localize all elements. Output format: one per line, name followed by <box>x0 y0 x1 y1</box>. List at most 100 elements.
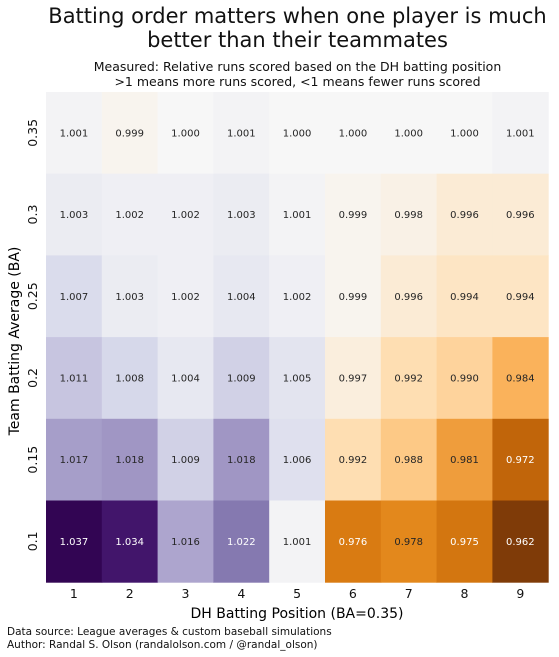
heatmap-cell-label: 1.016 <box>171 537 200 548</box>
heatmap-cell-label: 1.018 <box>115 455 144 466</box>
heatmap-cell-label: 1.005 <box>283 373 312 384</box>
heatmap-cell <box>157 92 214 175</box>
author-note: Author: Randal S. Olson (randalolson.com… <box>7 639 318 651</box>
x-axis-ticks: 1 2 3 4 5 6 7 8 9 <box>70 586 524 601</box>
heatmap-cell-label: 1.000 <box>394 128 423 139</box>
y-tick-label: 0.2 <box>25 368 40 388</box>
heatmap-cell-label: 1.000 <box>171 128 200 139</box>
heatmap-cell <box>46 173 103 256</box>
heatmap-cell <box>213 255 270 338</box>
heatmap-cell <box>436 500 493 583</box>
heatmap-cell-label: 1.009 <box>227 373 256 384</box>
heatmap-cell <box>269 500 326 583</box>
heatmap-cell-label: 0.988 <box>394 455 423 466</box>
heatmap-cell-label: 1.001 <box>283 210 312 221</box>
heatmap-cell-label: 1.007 <box>60 292 89 303</box>
heatmap-cell-label: 1.018 <box>227 455 256 466</box>
x-tick-label: 7 <box>405 586 413 601</box>
heatmap-cell <box>101 173 159 256</box>
heatmap-cell <box>380 500 438 583</box>
heatmap-cell <box>157 418 214 501</box>
heatmap-cell <box>269 173 326 256</box>
heatmap-cell <box>269 418 326 501</box>
x-tick-label: 8 <box>461 586 469 601</box>
heatmap-cell-label: 1.002 <box>171 210 200 221</box>
x-tick-label: 2 <box>126 586 134 601</box>
y-tick-label: 0.25 <box>25 282 40 310</box>
heatmap-cell-label: 1.003 <box>227 210 256 221</box>
heatmap-cell <box>213 337 270 420</box>
heatmap-cell <box>325 173 382 256</box>
heatmap-cell <box>436 92 493 175</box>
heatmap-cell-label: 0.976 <box>339 537 368 548</box>
heatmap-cell <box>213 418 270 501</box>
x-tick-label: 1 <box>70 586 78 601</box>
chart-title: Batting order matters when one player is… <box>0 4 559 52</box>
heatmap-cell-label: 1.001 <box>283 537 312 548</box>
heatmap-cell-label: 0.992 <box>339 455 368 466</box>
heatmap-cell-label: 1.004 <box>171 373 200 384</box>
y-tick-label: 0.35 <box>25 119 40 147</box>
heatmap-cell-label: 0.975 <box>450 537 479 548</box>
heatmap-cell <box>101 92 159 175</box>
chart-subtitle-line-2: >1 means more runs scored, <1 means fewe… <box>114 74 481 89</box>
heatmap-cell-label: 1.011 <box>60 373 89 384</box>
heatmap-cell-label: 1.001 <box>227 128 256 139</box>
heatmap-cell <box>46 92 103 175</box>
x-tick-label: 3 <box>182 586 190 601</box>
heatmap-cell-label: 1.004 <box>227 292 256 303</box>
heatmap-cell-label: 1.000 <box>339 128 368 139</box>
heatmap-cell <box>325 418 382 501</box>
heatmap-cell-label: 0.996 <box>506 210 535 221</box>
heatmap-cell <box>269 337 326 420</box>
heatmap-cell <box>492 500 549 583</box>
heatmap-cell-label: 0.992 <box>394 373 423 384</box>
chart-title-line-1: Batting order matters when one player is… <box>48 4 547 28</box>
heatmap-cell <box>492 92 549 175</box>
heatmap-cells: 1.001 0.999 1.000 1.001 1.000 1.000 1.000 1.000… <box>46 92 549 583</box>
heatmap-cell-label: 1.003 <box>115 292 144 303</box>
x-tick-label: 9 <box>516 586 524 601</box>
heatmap-cell-label: 1.009 <box>171 455 200 466</box>
heatmap-cell <box>325 255 382 338</box>
heatmap-cell <box>380 255 438 338</box>
y-tick-label: 0.1 <box>25 531 40 551</box>
heatmap-cell-label: 1.001 <box>60 128 89 139</box>
y-tick-label: 0.3 <box>25 205 40 225</box>
heatmap-cell-label: 0.996 <box>450 210 479 221</box>
heatmap-cell-label: 0.972 <box>506 455 535 466</box>
chart-title-line-2: better than their teammates <box>147 28 448 52</box>
heatmap-cell <box>101 255 159 338</box>
heatmap-cell-label: 0.999 <box>115 128 144 139</box>
footer: Data source: League averages & custom ba… <box>7 626 332 652</box>
heatmap-cell <box>213 92 270 175</box>
heatmap-cell <box>436 418 493 501</box>
y-axis-label: Team Batting Average (BA) <box>7 247 23 437</box>
heatmap-cell <box>492 255 549 338</box>
y-tick-label: 0.15 <box>25 446 40 474</box>
heatmap-cell-label: 0.994 <box>450 292 479 303</box>
data-source-note: Data source: League averages & custom ba… <box>7 626 332 638</box>
heatmap-cell <box>269 92 326 175</box>
heatmap-cell-label: 1.008 <box>115 373 144 384</box>
heatmap-cell <box>157 173 214 256</box>
heatmap-cell-label: 0.998 <box>394 210 423 221</box>
heatmap-cell <box>380 418 438 501</box>
chart-subtitle-line-1: Measured: Relative runs scored based on … <box>93 59 502 74</box>
heatmap-cell-label: 1.000 <box>450 128 479 139</box>
heatmap-cell-label: 1.006 <box>283 455 312 466</box>
heatmap-cell-label: 1.002 <box>283 292 312 303</box>
heatmap-cell <box>157 500 214 583</box>
heatmap-cell <box>436 173 493 256</box>
heatmap-cell <box>325 337 382 420</box>
heatmap-cell-label: 0.997 <box>339 373 368 384</box>
heatmap-cell <box>492 173 549 256</box>
heatmap-cell-label: 1.037 <box>60 537 89 548</box>
heatmap-cell-label: 0.996 <box>394 292 423 303</box>
heatmap-cell-label: 1.001 <box>506 128 535 139</box>
heatmap-cell-label: 0.999 <box>339 210 368 221</box>
chart-subtitle: Measured: Relative runs scored based on … <box>0 59 559 89</box>
heatmap-cell <box>46 337 103 420</box>
heatmap-cell-label: 1.000 <box>283 128 312 139</box>
